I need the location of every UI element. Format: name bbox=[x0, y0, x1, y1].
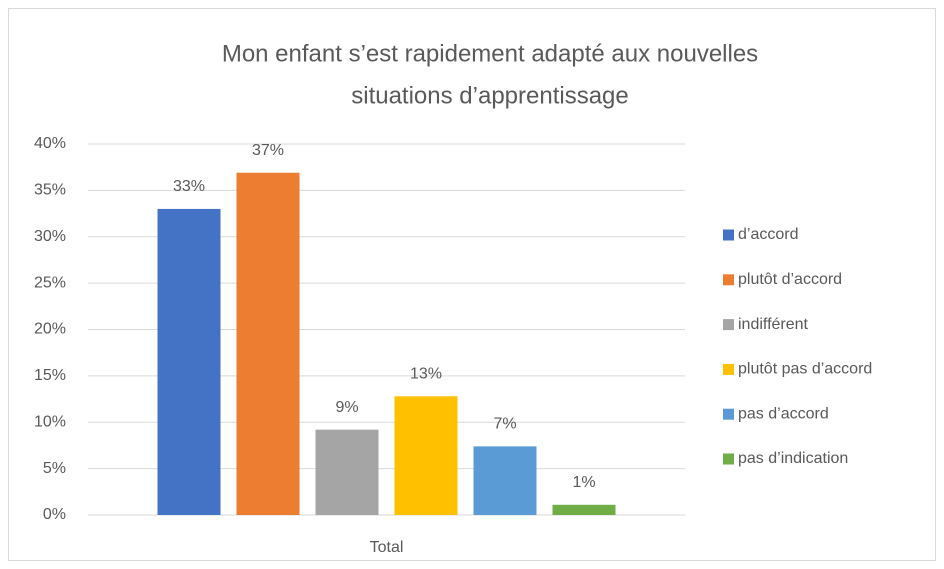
bar bbox=[157, 208, 221, 516]
legend-swatch bbox=[723, 274, 734, 286]
y-tick-label: 35% bbox=[34, 182, 66, 199]
y-tick-label: 25% bbox=[34, 274, 66, 291]
value-label: 13% bbox=[410, 365, 442, 382]
legend-label: indifférent bbox=[738, 316, 809, 333]
legend-label: plutôt d’accord bbox=[738, 271, 842, 288]
legend-label: pas d’accord bbox=[738, 405, 829, 422]
legend-swatch bbox=[723, 363, 734, 375]
value-label: 37% bbox=[252, 142, 284, 159]
y-tick-label: 5% bbox=[43, 460, 66, 477]
bar bbox=[473, 446, 537, 515]
legend-label: plutôt pas d’accord bbox=[738, 361, 872, 378]
y-tick-label: 30% bbox=[34, 228, 66, 245]
value-label: 1% bbox=[572, 474, 595, 491]
y-tick-label: 10% bbox=[34, 413, 66, 430]
legend-swatch bbox=[723, 319, 734, 331]
chart-title: situations d’apprentissage bbox=[351, 82, 629, 109]
y-tick-label: 20% bbox=[34, 321, 66, 338]
y-tick-label: 40% bbox=[34, 135, 66, 152]
x-tick-label: Total bbox=[370, 539, 404, 556]
legend-swatch bbox=[723, 408, 734, 420]
chart-title: Mon enfant s’est rapidement adapté aux n… bbox=[222, 40, 758, 67]
bar bbox=[552, 504, 616, 515]
value-label: 7% bbox=[493, 416, 516, 433]
legend-label: d’accord bbox=[738, 226, 798, 243]
legend-swatch bbox=[723, 453, 734, 465]
bar bbox=[315, 429, 379, 515]
value-label: 9% bbox=[335, 399, 358, 416]
value-label: 33% bbox=[173, 178, 205, 195]
y-tick-label: 15% bbox=[34, 367, 66, 384]
legend-swatch bbox=[723, 229, 734, 241]
legend-label: pas d’indication bbox=[738, 450, 848, 467]
y-tick-label: 0% bbox=[43, 506, 66, 523]
bar bbox=[394, 396, 458, 515]
bar bbox=[236, 172, 300, 515]
